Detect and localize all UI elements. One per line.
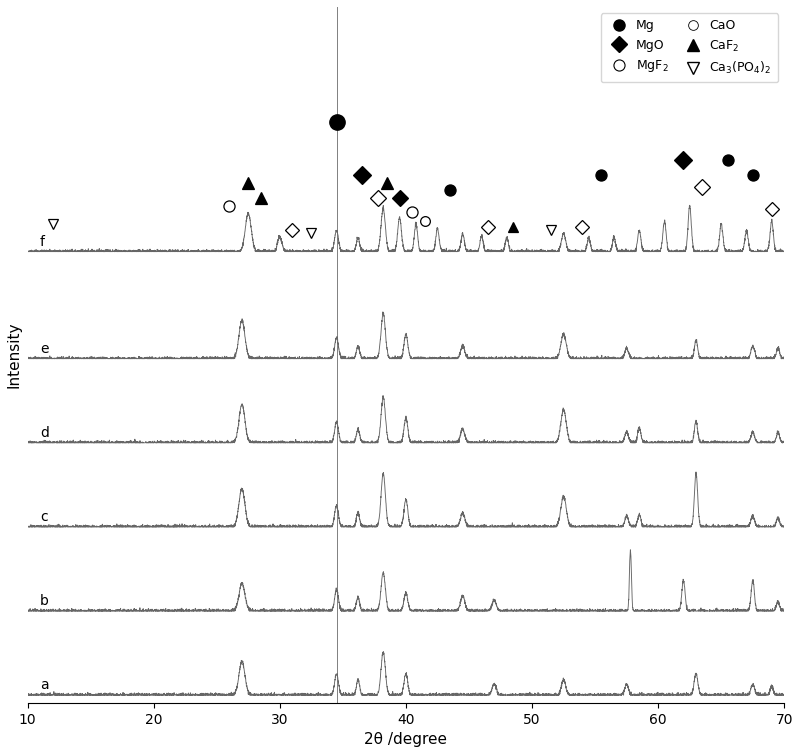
X-axis label: 2θ /degree: 2θ /degree xyxy=(365,732,447,747)
Text: f: f xyxy=(40,234,45,249)
Text: e: e xyxy=(40,342,49,356)
Text: a: a xyxy=(40,678,49,692)
Text: c: c xyxy=(40,510,48,524)
Text: d: d xyxy=(40,426,49,440)
Y-axis label: Intensity: Intensity xyxy=(7,322,22,388)
Text: b: b xyxy=(40,594,49,608)
Legend: Mg, MgO, MgF$_2$, CaO, CaF$_2$, Ca$_3$(PO$_4$)$_2$: Mg, MgO, MgF$_2$, CaO, CaF$_2$, Ca$_3$(P… xyxy=(601,13,778,82)
